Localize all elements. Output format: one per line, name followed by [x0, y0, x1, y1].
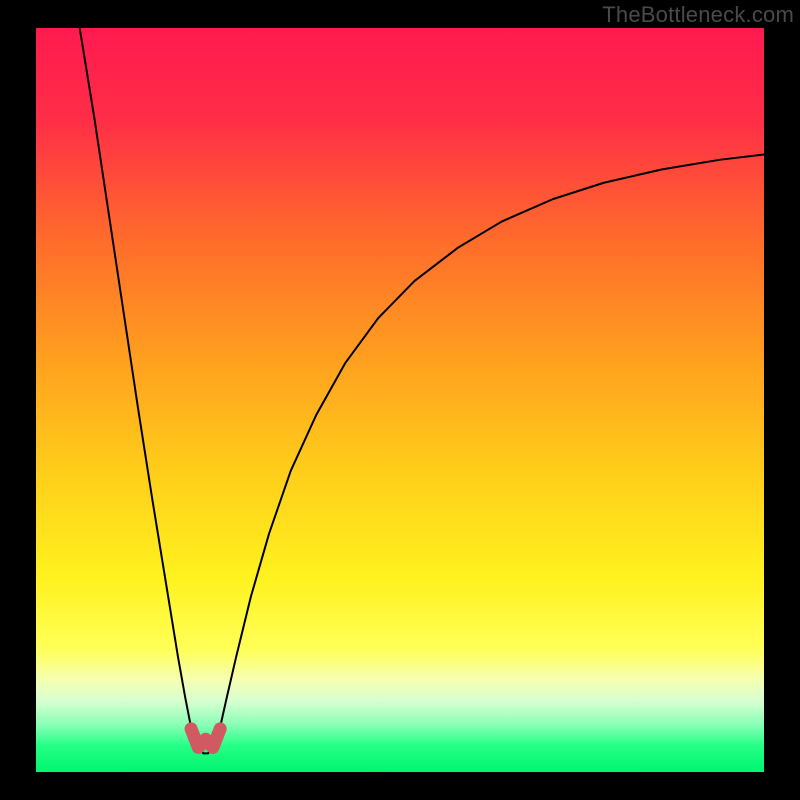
chart-gradient-background	[36, 28, 764, 772]
bottleneck-heatmap-chart	[0, 0, 800, 800]
watermark-text: TheBottleneck.com	[602, 2, 794, 28]
